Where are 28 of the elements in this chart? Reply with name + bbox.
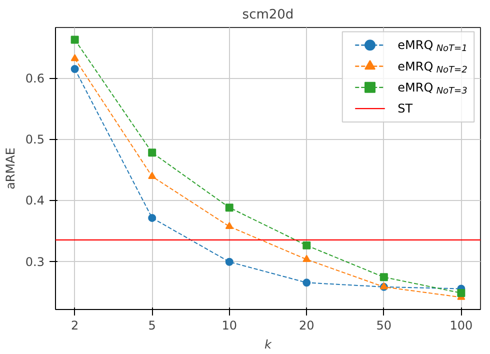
y-tick-label: 0.5	[25, 132, 45, 147]
point	[70, 36, 79, 44]
point	[302, 241, 311, 250]
point	[225, 258, 234, 266]
point	[302, 254, 311, 262]
legend-label: ST	[398, 102, 414, 116]
point	[70, 54, 79, 62]
x-tick-label: 5	[148, 318, 156, 332]
point	[148, 214, 156, 222]
point	[302, 278, 311, 287]
y-tick-label: 0.3	[25, 254, 45, 269]
point	[225, 222, 234, 230]
x-tick-label: 2	[71, 318, 79, 332]
y-axis-title: aRMAE	[3, 148, 18, 190]
x-tick-label: 10	[222, 318, 238, 332]
point	[457, 289, 466, 298]
y-tick-label: 0.4	[25, 194, 45, 208]
y-tick-label: 0.6	[25, 72, 45, 86]
point	[148, 172, 156, 179]
point	[380, 273, 388, 282]
x-tick-label: 50	[376, 318, 392, 332]
x-tick-label: 100	[450, 318, 473, 332]
chart-title: scm20d	[242, 8, 294, 22]
point	[148, 148, 156, 157]
point	[70, 65, 79, 73]
x-tick-label: 20	[299, 318, 314, 332]
point	[225, 204, 234, 212]
x-axis-title: k	[264, 338, 273, 352]
